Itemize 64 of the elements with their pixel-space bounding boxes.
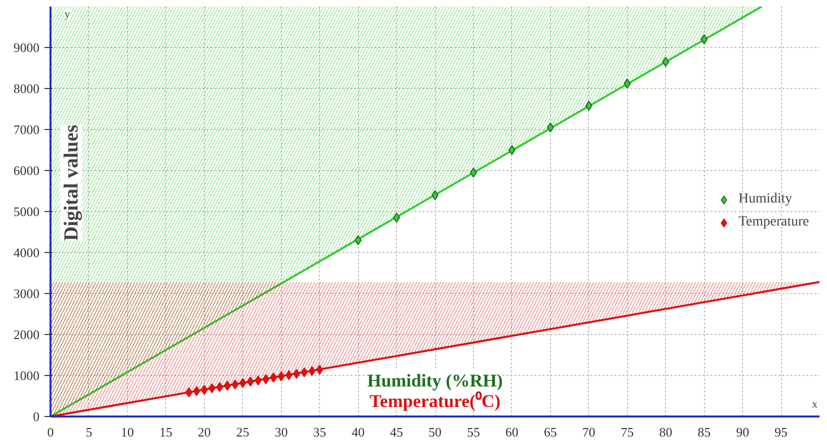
point xyxy=(216,382,224,392)
point xyxy=(208,383,216,394)
x-tick-label: 90 xyxy=(736,424,750,440)
x-tick-label: 5 xyxy=(86,424,92,440)
y-tick-label: 4000 xyxy=(14,245,40,260)
point xyxy=(585,100,592,111)
x-tick-label: 55 xyxy=(466,424,480,440)
point xyxy=(200,384,208,395)
point xyxy=(508,145,516,155)
x-tick-label: 15 xyxy=(159,424,172,440)
point xyxy=(700,34,708,44)
x-tick-label: 45 xyxy=(390,424,404,440)
legend-label: Humidity xyxy=(738,192,792,208)
point xyxy=(262,374,270,384)
x-tick-label: 25 xyxy=(236,424,250,440)
point xyxy=(662,56,670,67)
point xyxy=(232,380,239,390)
x-tick-label: 75 xyxy=(620,424,634,440)
point xyxy=(193,386,200,396)
point xyxy=(393,212,400,223)
x-tick-label: 40 xyxy=(352,424,365,440)
y-tick-label: 3000 xyxy=(14,286,40,301)
point xyxy=(224,380,231,391)
x-tick-label: 70 xyxy=(582,424,596,440)
x-tick-label: 95 xyxy=(774,424,788,440)
legend-label: Temperature xyxy=(738,214,809,230)
y-tick-label: 2000 xyxy=(14,327,40,342)
x-tick-label: 20 xyxy=(198,424,211,440)
y-axis-title: Digital values xyxy=(60,124,82,241)
x-tick-label: 0 xyxy=(47,424,54,440)
point xyxy=(246,376,254,387)
point xyxy=(293,368,300,379)
y-tick-label: 6000 xyxy=(14,163,40,178)
point xyxy=(278,371,285,382)
point xyxy=(254,375,262,386)
annotation: x xyxy=(812,398,818,410)
y-tick-label: 1000 xyxy=(14,368,40,383)
y-tick-label: 9000 xyxy=(14,40,40,55)
x-tick-label: 10 xyxy=(120,424,134,440)
point xyxy=(624,78,631,89)
point xyxy=(270,372,278,383)
y-tick-label: 5000 xyxy=(14,204,40,219)
y-tick-label: 0 xyxy=(33,409,40,424)
point xyxy=(470,168,477,178)
point xyxy=(285,370,292,380)
point xyxy=(546,122,554,132)
x-tick-label: 35 xyxy=(313,424,326,440)
x-tick-label: 30 xyxy=(274,424,288,440)
point xyxy=(239,378,246,388)
x-tick-label: 65 xyxy=(544,424,557,440)
y-tick-label: 7000 xyxy=(14,122,40,137)
point xyxy=(316,364,324,375)
point xyxy=(308,366,316,376)
x-tick-label: 60 xyxy=(505,424,518,440)
point xyxy=(185,387,192,398)
y-tick-label: 8000 xyxy=(14,81,40,96)
point xyxy=(300,367,308,378)
x-tick-label: 85 xyxy=(698,424,711,440)
point xyxy=(354,235,362,246)
x-tick-label: 50 xyxy=(428,424,442,440)
x-axis-title: Humidity (%RH) xyxy=(367,370,503,390)
annotation: y xyxy=(64,8,70,20)
x-tick-label: 80 xyxy=(659,424,672,440)
annotation: Temperature(⁰C) xyxy=(370,390,500,411)
